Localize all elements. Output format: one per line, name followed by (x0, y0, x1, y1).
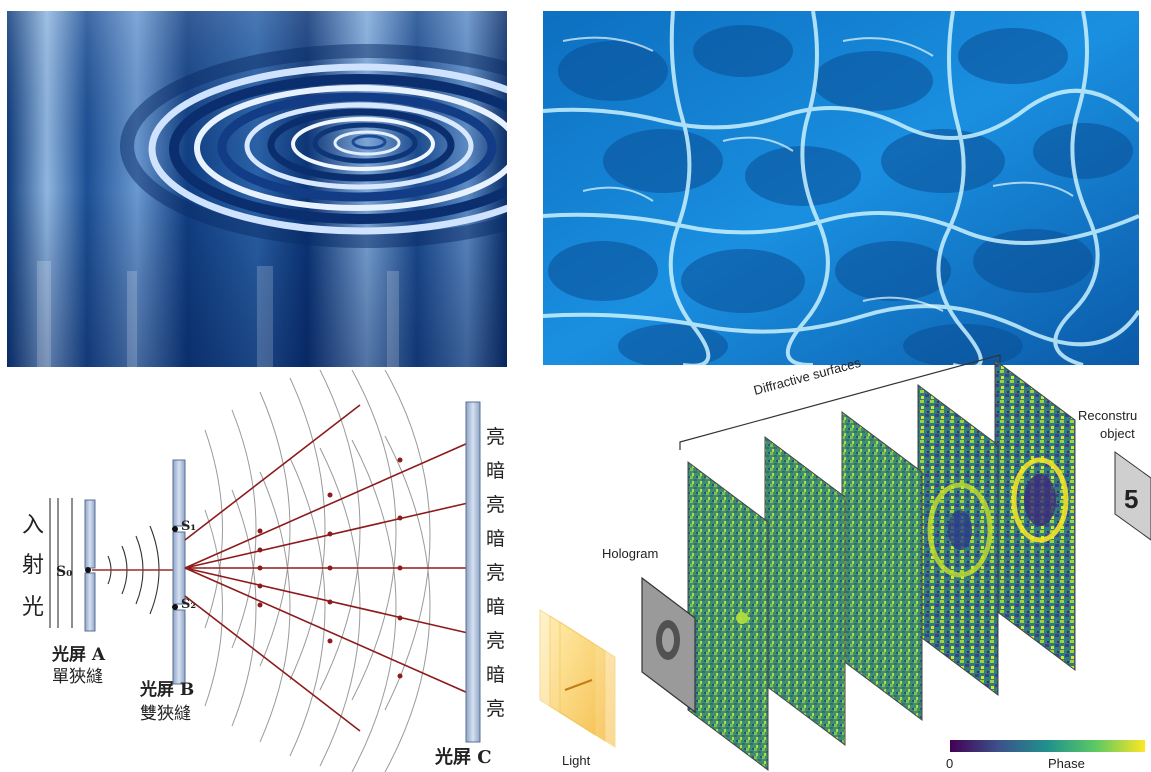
source-label: S₀ (56, 564, 72, 580)
phase-colorbar (950, 740, 1145, 752)
slit1-point (172, 526, 178, 532)
screen-b-title: 光屏 B (139, 679, 194, 700)
incident-char-2: 射 (22, 553, 44, 578)
fringe-labels: 亮 暗 亮 暗 亮 暗 亮 暗 亮 (486, 426, 505, 720)
fringe-1: 亮 (486, 426, 505, 448)
screen-a-subtitle: 單狹縫 (52, 667, 103, 687)
screen-b-middle (172, 531, 186, 605)
screen-b-bottom (172, 609, 186, 685)
screen-b-top (172, 459, 186, 527)
screen-b-subtitle: 雙狹縫 (140, 704, 191, 724)
reconstructed-label-line1: Reconstru (1078, 408, 1137, 423)
diffractive-layer-1 (687, 461, 769, 771)
fringe-6: 暗 (486, 596, 505, 618)
screen-a-upper (84, 499, 96, 569)
incident-light-label: 入 射 光 (22, 513, 44, 620)
double-slit-wavefronts (204, 370, 431, 772)
fringe-4: 暗 (486, 528, 505, 550)
light-source (539, 609, 616, 748)
incident-wavefronts (49, 498, 73, 628)
reconstructed-label-line2: object (1100, 426, 1135, 441)
fringe-2: 暗 (486, 460, 505, 482)
colorbar-label: Phase (1048, 756, 1085, 771)
screen-c-title: 光屏 C (434, 746, 492, 768)
hologram-label: Hologram (602, 546, 658, 561)
constructive-points (257, 457, 403, 679)
slit2-point (172, 604, 178, 610)
screen-a-title: 光屏 A (51, 644, 106, 665)
fringe-7: 亮 (486, 630, 505, 652)
double-slit-interference-diagram: 入 射 光 S₀ S₁ S₂ (0, 370, 540, 772)
fringe-8: 暗 (486, 664, 505, 686)
light-label: Light (562, 753, 591, 768)
colorbar-min: 0 (946, 756, 953, 771)
screen-c-bar (465, 401, 481, 743)
slit1-label: S₁ (181, 519, 196, 534)
water-ripple-photo (7, 11, 507, 367)
fringe-5: 亮 (486, 562, 505, 584)
incident-char-1: 入 (22, 513, 44, 538)
screen-a-lower (84, 572, 96, 632)
bright-fringe-rays (184, 404, 469, 732)
pool-water-caustics-photo (543, 11, 1139, 365)
reconstructed-digit: 5 (1124, 484, 1138, 514)
fringe-9: 亮 (486, 698, 505, 720)
diffractive-layer-3 (841, 411, 923, 721)
fringe-3: 亮 (486, 494, 505, 516)
source-point (85, 567, 91, 573)
surfaces-bracket (679, 354, 1001, 450)
incident-char-3: 光 (22, 595, 44, 620)
surfaces-label: Diffractive surfaces (752, 355, 863, 398)
reconstructed-plate (1114, 451, 1151, 541)
diffractive-layer-2 (764, 436, 846, 746)
diffractive-holography-diagram: Diffractive surfaces Hologram Light 5 Re… (530, 340, 1151, 772)
